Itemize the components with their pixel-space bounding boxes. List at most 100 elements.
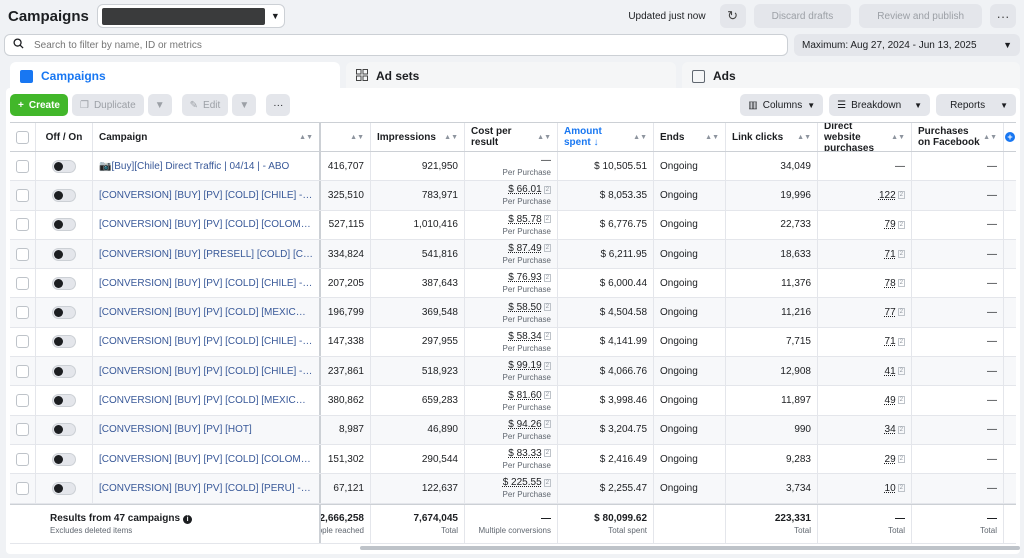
row-checkbox[interactable]: [16, 423, 29, 437]
row-checkbox[interactable]: [16, 481, 29, 495]
row-checkbox[interactable]: [16, 276, 29, 290]
direct-purchases: 77 2: [885, 307, 905, 318]
reports-button[interactable]: Reports ▼: [936, 94, 1016, 116]
header-purchases-on-facebook[interactable]: Purchases on Facebook ▲▼: [912, 123, 1004, 151]
edit-dropdown-button[interactable]: ▼: [232, 94, 257, 116]
campaign-toggle[interactable]: [52, 188, 76, 202]
cost-per-result-cell: $ 83.33 2 Per Purchase: [465, 444, 558, 474]
cost-per-result-sub: Per Purchase: [502, 256, 551, 266]
info-icon[interactable]: i: [183, 514, 193, 524]
create-button[interactable]: + Create: [10, 94, 68, 116]
tab-ad-sets[interactable]: Ad sets: [346, 62, 676, 90]
more-actions-button[interactable]: ···: [266, 94, 291, 116]
campaign-name-link[interactable]: [CONVERSION] [BUY] [PV] [COLD] [CHILE] -…: [99, 189, 313, 201]
row-checkbox[interactable]: [16, 218, 29, 232]
horizontal-scrollbar[interactable]: [360, 546, 1020, 550]
campaign-toggle[interactable]: [52, 481, 76, 495]
amount-spent-cell: $ 4,066.76: [558, 357, 654, 386]
search-input[interactable]: [34, 39, 734, 51]
date-range-picker[interactable]: Maximum: Aug 27, 2024 - Jun 13, 2025 ▼: [794, 34, 1020, 56]
row-spacer: [1004, 269, 1016, 297]
row-spacer: [1004, 386, 1016, 414]
breakdown-button[interactable]: ☰ Breakdown ▼: [829, 94, 931, 116]
duplicate-button[interactable]: ❐ Duplicate: [71, 94, 144, 116]
header-amount-spent[interactable]: Amount spent ↓ ▲▼: [558, 123, 654, 151]
campaign-name-link[interactable]: [CONVERSION] [BUY] [PV] [COLD] [CHILE] -…: [99, 277, 313, 289]
chevron-down-icon: ▼: [270, 11, 280, 21]
reach-value: 147,338: [327, 336, 364, 348]
row-checkbox[interactable]: [16, 452, 29, 466]
columns-button[interactable]: ▥ Columns ▼: [740, 94, 824, 116]
row-checkbox[interactable]: [16, 247, 29, 261]
table-row[interactable]: [CONVERSION] [BUY] [PV] [COLD] [CHILE] -…: [10, 269, 1016, 299]
campaign-name-cell: [CONVERSION] [BUY] [PV] [COLD] [CHILE] -…: [93, 181, 321, 210]
header-campaign[interactable]: Campaign ▲▼: [93, 123, 321, 151]
table-row[interactable]: [CONVERSION] [BUY] [PV] [COLD] [CHILE] -…: [10, 327, 1016, 358]
campaign-name-link[interactable]: [CONVERSION] [BUY] [PRESELL] [COLD] [COL…: [99, 248, 313, 260]
more-options-icon[interactable]: ···: [990, 4, 1016, 28]
add-column-icon[interactable]: +: [1005, 132, 1015, 142]
link-clicks-cell: 11,376: [726, 269, 818, 298]
campaigns-icon: [20, 69, 33, 83]
table-row[interactable]: [CONVERSION] [BUY] [PV] [COLD] [COLOMBIA…: [10, 210, 1016, 240]
ends-cell: Ongoing: [654, 210, 726, 239]
campaign-name-link[interactable]: [CONVERSION] [BUY] [PV] [COLD] [PERU] - …: [99, 482, 313, 494]
campaign-name-link[interactable]: [CONVERSION] [BUY] [PV] [COLD] [CHILE] -…: [99, 336, 313, 348]
campaign-name-link[interactable]: [CONVERSION] [BUY] [PV] [COLD] [COLOMBIA…: [99, 219, 313, 231]
review-publish-button[interactable]: Review and publish: [859, 4, 982, 28]
table-row[interactable]: [CONVERSION] [BUY] [PRESELL] [COLD] [COL…: [10, 239, 1016, 270]
row-checkbox[interactable]: [16, 306, 29, 320]
campaign-name-link[interactable]: [CONVERSION] [BUY] [PV] [COLD] [MEXICO] …: [99, 395, 313, 407]
row-checkbox[interactable]: [16, 394, 29, 408]
campaign-name-link[interactable]: [CONVERSION] [BUY] [PV] [COLD] [MEXICO] …: [99, 307, 313, 319]
tab-ads[interactable]: Ads: [682, 62, 1020, 90]
header-impressions[interactable]: Impressions ▲▼: [371, 123, 465, 151]
row-spacer: [1004, 474, 1016, 502]
date-range-label: Maximum: Aug 27, 2024 - Jun 13, 2025: [802, 39, 977, 51]
header-cost-per-result[interactable]: Cost per result ▲▼: [465, 123, 558, 151]
campaign-toggle[interactable]: [52, 218, 76, 232]
refresh-icon[interactable]: ↻: [719, 4, 746, 28]
account-selector[interactable]: ▼: [96, 4, 285, 28]
header-ends[interactable]: Ends ▲▼: [654, 123, 726, 151]
campaign-name-link[interactable]: 📷[Buy][Chile] Direct Traffic | 04/14 | -…: [99, 160, 290, 172]
campaign-name-link[interactable]: [CONVERSION] [BUY] [PV] [HOT]: [99, 424, 252, 436]
duplicate-dropdown-button[interactable]: ▼: [147, 94, 172, 116]
row-checkbox[interactable]: [16, 188, 29, 202]
campaign-toggle[interactable]: [52, 247, 76, 261]
table-row[interactable]: [CONVERSION] [BUY] [PV] [COLD] [CHILE] -…: [10, 357, 1016, 387]
search-box[interactable]: [4, 34, 788, 56]
table-row[interactable]: 📷[Buy][Chile] Direct Traffic | 04/14 | -…: [10, 152, 1016, 182]
campaign-name-link[interactable]: [CONVERSION] [BUY] [PV] [COLD] [CHILE] -…: [99, 365, 313, 377]
table-row[interactable]: [CONVERSION] [BUY] [PV] [HOT] 8,987 46,890…: [10, 415, 1016, 445]
cost-per-result: $ 58.34 2: [508, 331, 551, 342]
row-checkbox[interactable]: [16, 335, 29, 349]
campaign-toggle[interactable]: [52, 423, 76, 437]
discard-drafts-button[interactable]: Discard drafts: [753, 4, 852, 28]
header-link-clicks[interactable]: Link clicks ▲▼: [726, 123, 818, 151]
campaign-toggle[interactable]: [52, 306, 76, 320]
row-checkbox[interactable]: [16, 159, 29, 173]
table-row[interactable]: [CONVERSION] [BUY] [PV] [COLD] [PERU] - …: [10, 474, 1016, 504]
row-spacer: [1004, 445, 1016, 473]
campaign-toggle[interactable]: [52, 452, 76, 466]
select-all-checkbox[interactable]: [16, 130, 29, 144]
table-row[interactable]: [CONVERSION] [BUY] [PV] [COLD] [COLOMBIA…: [10, 444, 1016, 475]
header-reach[interactable]: ▲▼: [321, 123, 371, 151]
campaign-toggle[interactable]: [52, 276, 76, 290]
table-row[interactable]: [CONVERSION] [BUY] [PV] [COLD] [MEXICO] …: [10, 298, 1016, 328]
header-direct-website-purchases[interactable]: Direct website purchases ▲▼: [818, 123, 912, 151]
campaign-toggle[interactable]: [52, 394, 76, 408]
campaign-toggle[interactable]: [52, 159, 76, 173]
toggle-knob: [54, 454, 63, 464]
campaign-toggle[interactable]: [52, 335, 76, 349]
table-row[interactable]: [CONVERSION] [BUY] [PV] [COLD] [MEXICO] …: [10, 386, 1016, 416]
campaign-toggle[interactable]: [52, 364, 76, 378]
campaign-name-link[interactable]: [CONVERSION] [BUY] [PV] [COLD] [COLOMBIA…: [99, 453, 313, 465]
table-row[interactable]: [CONVERSION] [BUY] [PV] [COLD] [CHILE] -…: [10, 181, 1016, 211]
edit-button[interactable]: ✎ Edit: [181, 94, 229, 116]
sort-icon: ▲▼: [983, 133, 997, 141]
row-checkbox[interactable]: [16, 364, 29, 378]
tab-campaigns[interactable]: Campaigns: [10, 62, 340, 90]
impressions-cell: 518,923: [371, 357, 465, 386]
